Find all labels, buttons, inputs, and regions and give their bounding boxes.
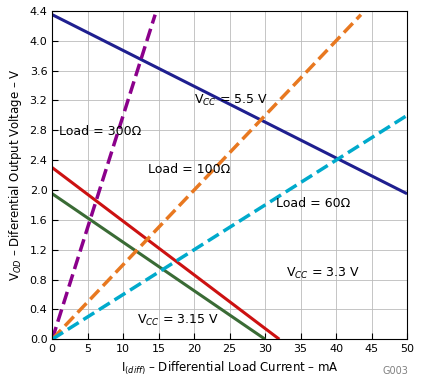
Text: V$_{CC}$ = 5.5 V: V$_{CC}$ = 5.5 V [194,93,268,108]
Text: Load = 300Ω: Load = 300Ω [59,125,141,138]
Text: G003: G003 [383,366,408,376]
Text: V$_{CC}$ = 3.15 V: V$_{CC}$ = 3.15 V [137,313,219,328]
X-axis label: I$_{(diff)}$ – Differential Load Current – mA: I$_{(diff)}$ – Differential Load Current… [121,360,338,377]
Y-axis label: V$_{OD}$ – Diferential Output Voltage – V: V$_{OD}$ – Diferential Output Voltage – … [7,69,24,281]
Text: Load = 100Ω: Load = 100Ω [148,162,230,175]
Text: V$_{CC}$ = 3.3 V: V$_{CC}$ = 3.3 V [286,266,360,281]
Text: Load = 60Ω: Load = 60Ω [276,197,350,210]
